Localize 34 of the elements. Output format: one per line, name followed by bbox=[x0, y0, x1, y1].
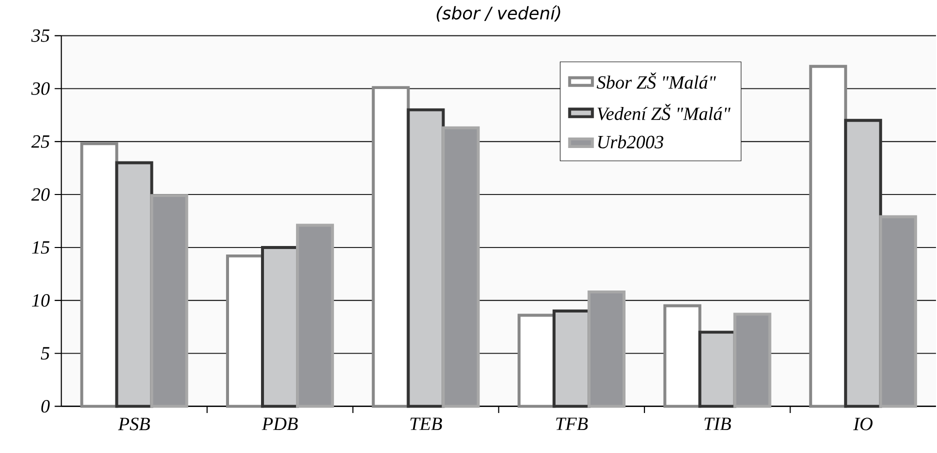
y-tick-label: 35 bbox=[31, 29, 50, 42]
bar bbox=[80, 142, 118, 408]
x-tick-label: TFB bbox=[556, 418, 588, 430]
x-tick-label: TEB bbox=[410, 418, 442, 430]
x-tick-label: TIB bbox=[704, 418, 731, 430]
x-tick-label: PSB bbox=[118, 418, 150, 430]
bar bbox=[372, 86, 410, 408]
y-tick-label: 25 bbox=[31, 135, 50, 148]
x-tick-label: IO bbox=[853, 418, 873, 430]
bar bbox=[733, 312, 772, 408]
chart-title: (sbor / vedení) bbox=[436, 5, 560, 22]
legend-label: Vedení ZŠ "Malá" bbox=[598, 104, 730, 120]
bar bbox=[115, 161, 154, 408]
y-tick-label: 5 bbox=[40, 347, 50, 360]
y-tick-label: 0 bbox=[41, 400, 50, 413]
bar bbox=[226, 254, 264, 408]
bar bbox=[844, 118, 882, 408]
bar bbox=[663, 304, 702, 408]
bar bbox=[296, 224, 334, 408]
bar bbox=[442, 126, 480, 408]
legend-label: Sbor ZŠ "Malá" bbox=[596, 72, 716, 89]
legend-label: Urb2003 bbox=[598, 135, 664, 148]
bar bbox=[261, 246, 299, 408]
y-tick-label: 30 bbox=[31, 82, 50, 95]
y-tick-label: 20 bbox=[31, 188, 50, 201]
bar bbox=[879, 215, 918, 408]
bar bbox=[809, 64, 848, 408]
bar bbox=[406, 108, 445, 408]
y-tick-label: 10 bbox=[32, 294, 50, 307]
x-tick-label: PDB bbox=[262, 418, 298, 430]
bar bbox=[698, 330, 736, 408]
bar bbox=[588, 290, 626, 408]
y-tick-label: 15 bbox=[32, 241, 50, 254]
bar bbox=[150, 194, 188, 408]
